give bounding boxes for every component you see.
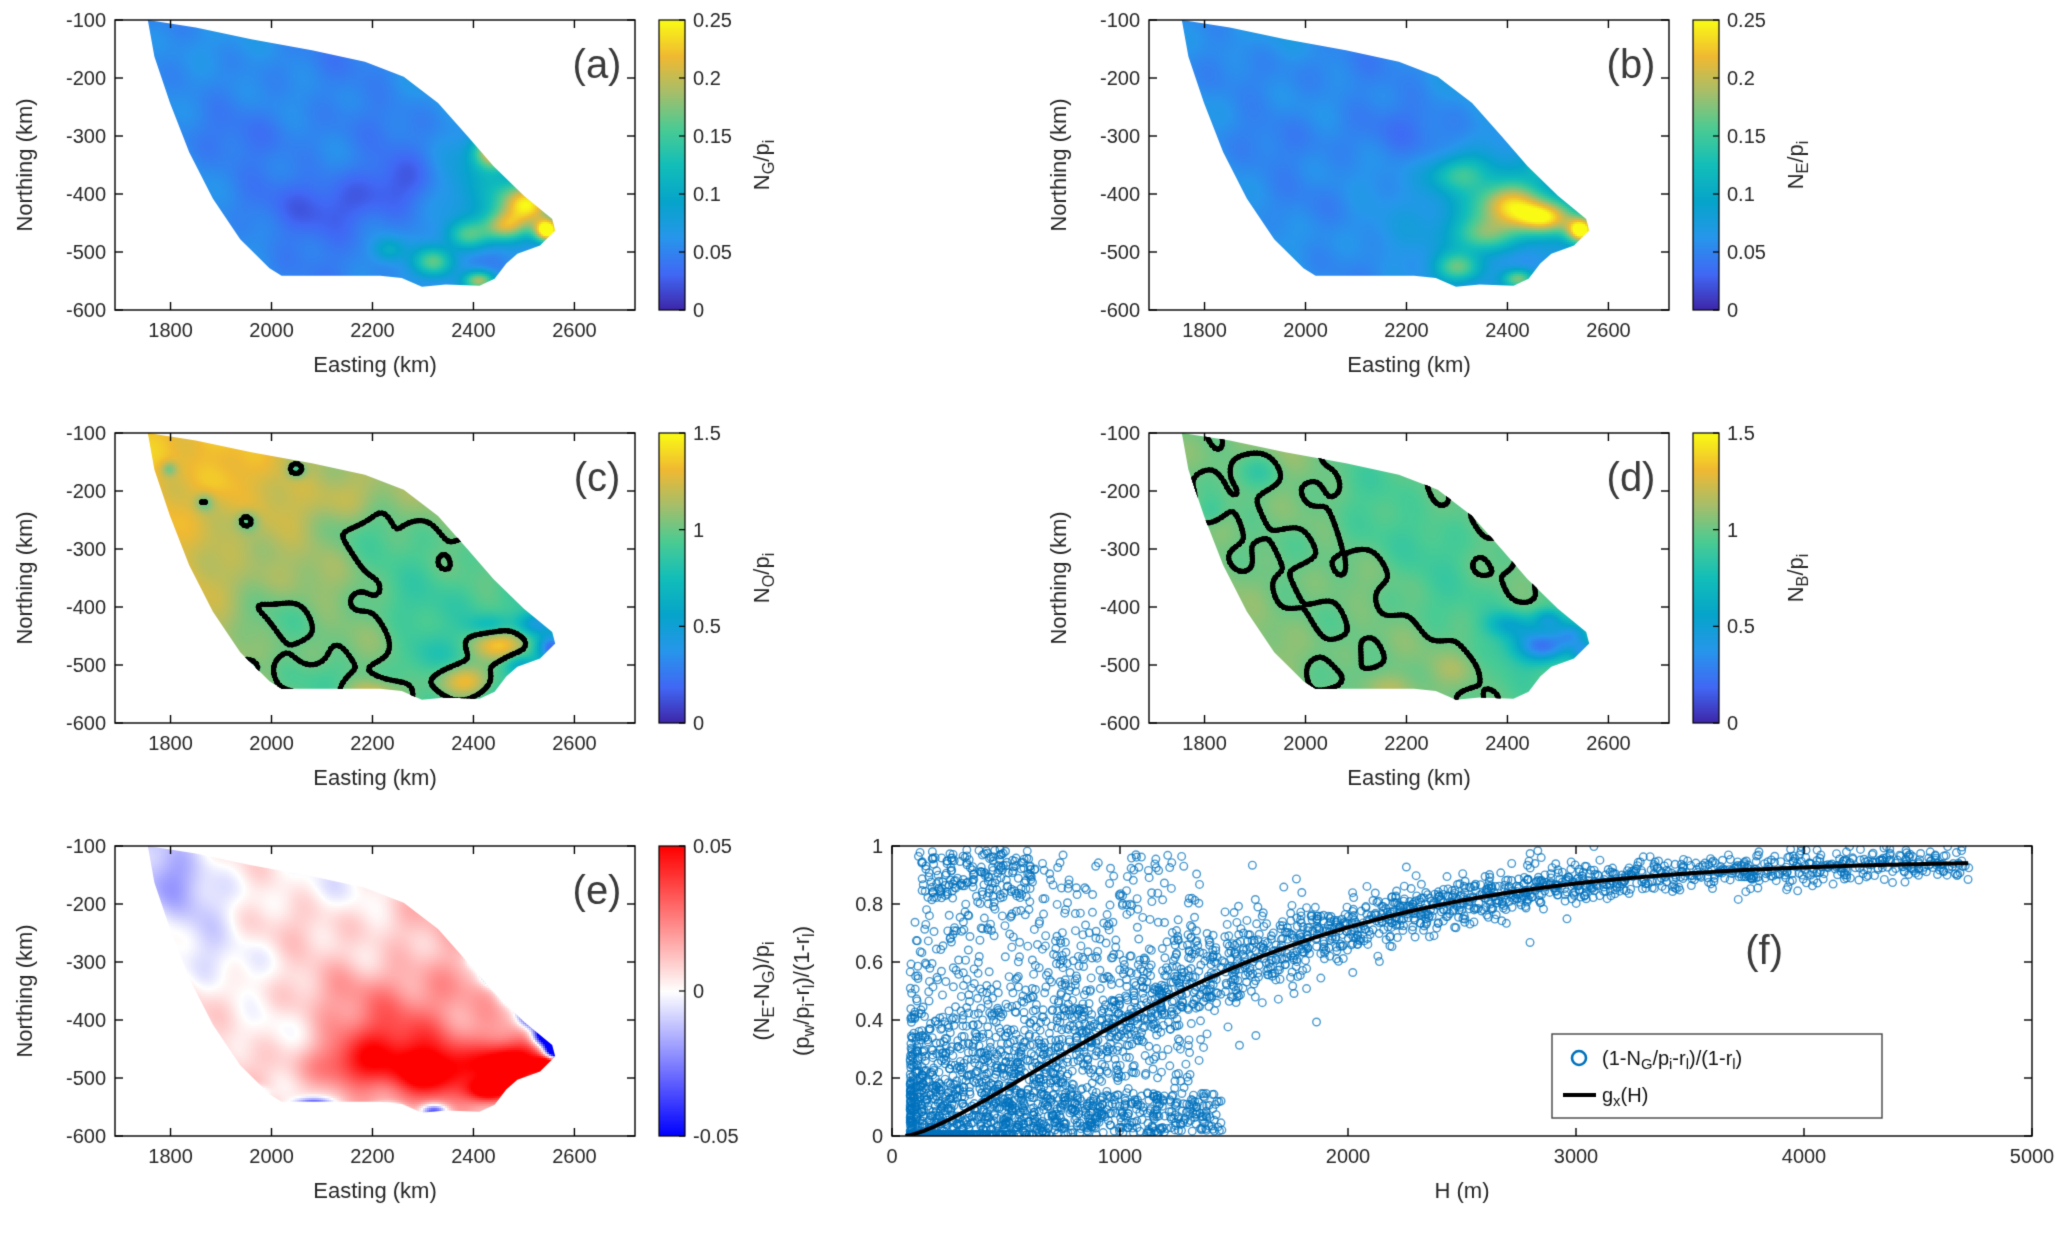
panel-b-map-ne [1034, 0, 2067, 413]
panel-c-map-no [0, 413, 1033, 826]
panel-d-map-nb [1034, 413, 2067, 826]
panel-a-map-ng [0, 0, 1033, 413]
panel-f-scatter [777, 826, 2067, 1240]
